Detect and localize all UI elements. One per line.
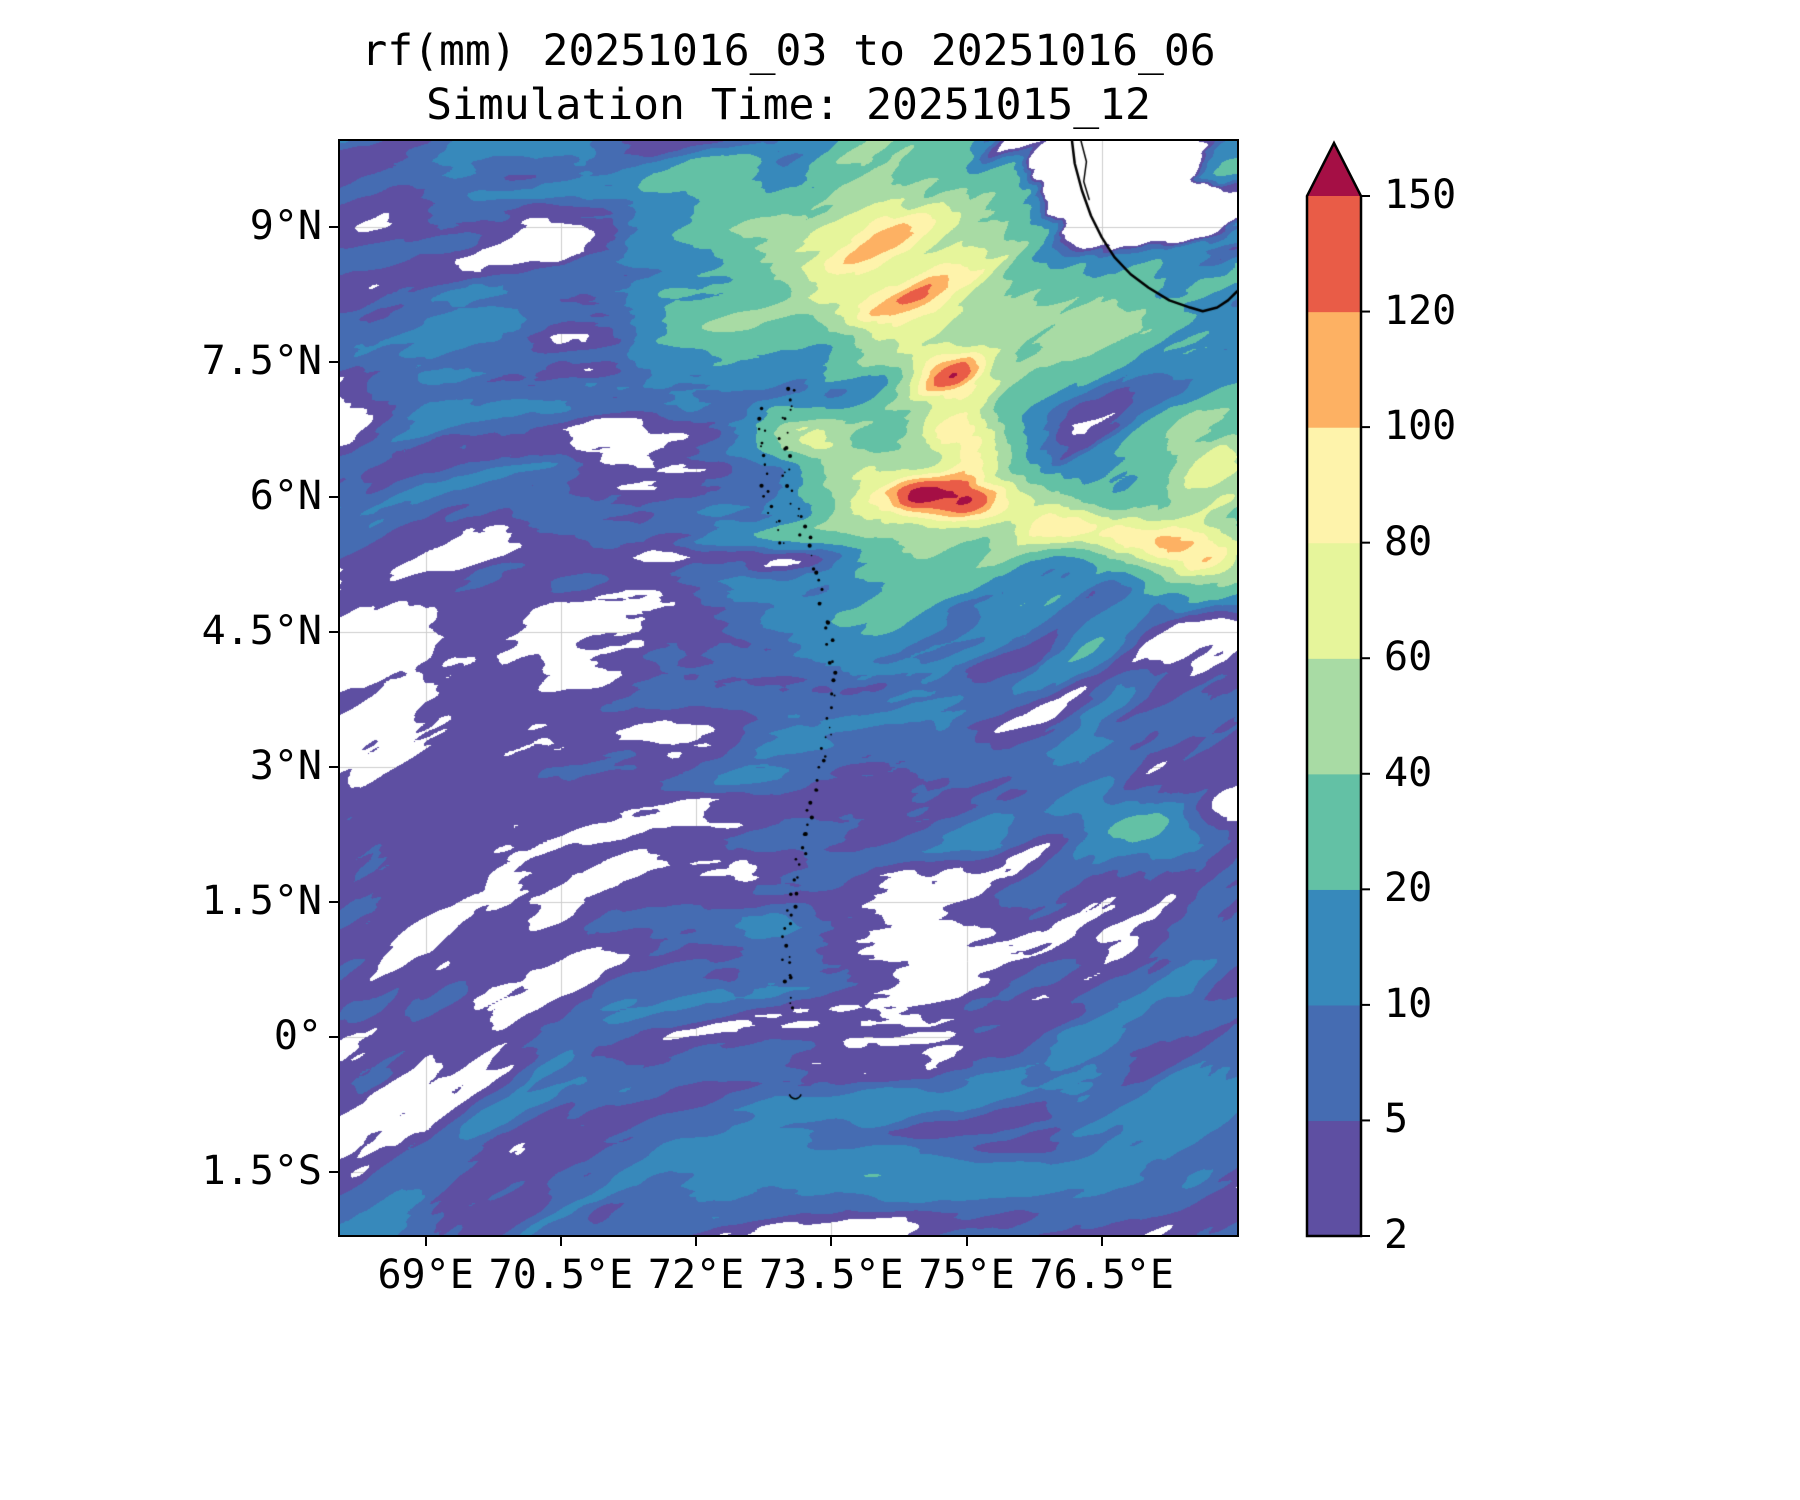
colorbar	[1305, 140, 1370, 1238]
colorbar-tick-label: 2	[1384, 1212, 1409, 1259]
colorbar-tick-label: 10	[1384, 980, 1433, 1027]
colorbar-segment	[1307, 658, 1361, 775]
colorbar-segment	[1307, 773, 1361, 890]
colorbar-tick-label: 80	[1384, 518, 1433, 565]
x-tick-mark	[965, 1237, 968, 1246]
y-tick-label: 1.5°N	[201, 877, 322, 924]
rainfall-map-canvas	[340, 141, 1237, 1235]
plot-area	[338, 139, 1239, 1237]
colorbar-tick-label: 20	[1384, 865, 1433, 912]
y-tick-label: 1.5°S	[201, 1148, 322, 1195]
chart-title: rf(mm) 20251016_03 to 20251016_06	[361, 26, 1216, 76]
colorbar-segment	[1307, 427, 1361, 544]
y-tick-mark	[329, 1035, 338, 1038]
y-tick-mark	[329, 1170, 338, 1173]
colorbar-segment	[1307, 196, 1361, 313]
y-tick-label: 0°	[273, 1012, 322, 1059]
x-tick-mark	[830, 1237, 833, 1246]
colorbar-segment	[1307, 1120, 1361, 1237]
colorbar-segment	[1307, 311, 1361, 428]
x-tick-label: 70.5°E	[488, 1252, 634, 1298]
x-tick-mark	[559, 1237, 562, 1246]
y-tick-label: 4.5°N	[201, 607, 322, 654]
y-tick-mark	[329, 765, 338, 768]
y-tick-label: 6°N	[249, 472, 322, 519]
x-tick-mark	[695, 1237, 698, 1246]
y-tick-label: 7.5°N	[201, 337, 322, 384]
y-tick-label: 3°N	[249, 742, 322, 789]
y-tick-label: 9°N	[249, 202, 322, 249]
x-tick-label: 72°E	[647, 1252, 745, 1298]
colorbar-tick-label: 120	[1384, 287, 1457, 334]
colorbar-segment	[1307, 889, 1361, 1006]
colorbar-tick-label: 40	[1384, 749, 1433, 796]
colorbar-outline	[1305, 140, 1363, 1238]
x-tick-label: 73.5°E	[759, 1252, 904, 1298]
chart-subtitle: Simulation Time: 20251015_12	[426, 80, 1151, 130]
x-tick-label: 75°E	[918, 1252, 1015, 1298]
colorbar-extend-triangle	[1307, 143, 1361, 196]
y-tick-mark	[329, 630, 338, 633]
colorbar-tick-label: 5	[1384, 1096, 1409, 1143]
x-tick-mark	[1100, 1237, 1103, 1246]
x-tick-mark	[424, 1237, 427, 1246]
x-tick-label: 76.5°E	[1029, 1252, 1175, 1298]
colorbar-segment	[1307, 542, 1361, 659]
colorbar-tick-label: 100	[1384, 403, 1457, 450]
x-tick-label: 69°E	[377, 1252, 474, 1298]
colorbar-tick-label: 60	[1384, 634, 1433, 681]
y-tick-mark	[329, 225, 338, 228]
y-tick-mark	[329, 360, 338, 363]
y-tick-mark	[329, 495, 338, 498]
colorbar-segment	[1307, 1004, 1361, 1122]
colorbar-tick-label: 150	[1384, 172, 1457, 219]
y-tick-mark	[329, 900, 338, 903]
